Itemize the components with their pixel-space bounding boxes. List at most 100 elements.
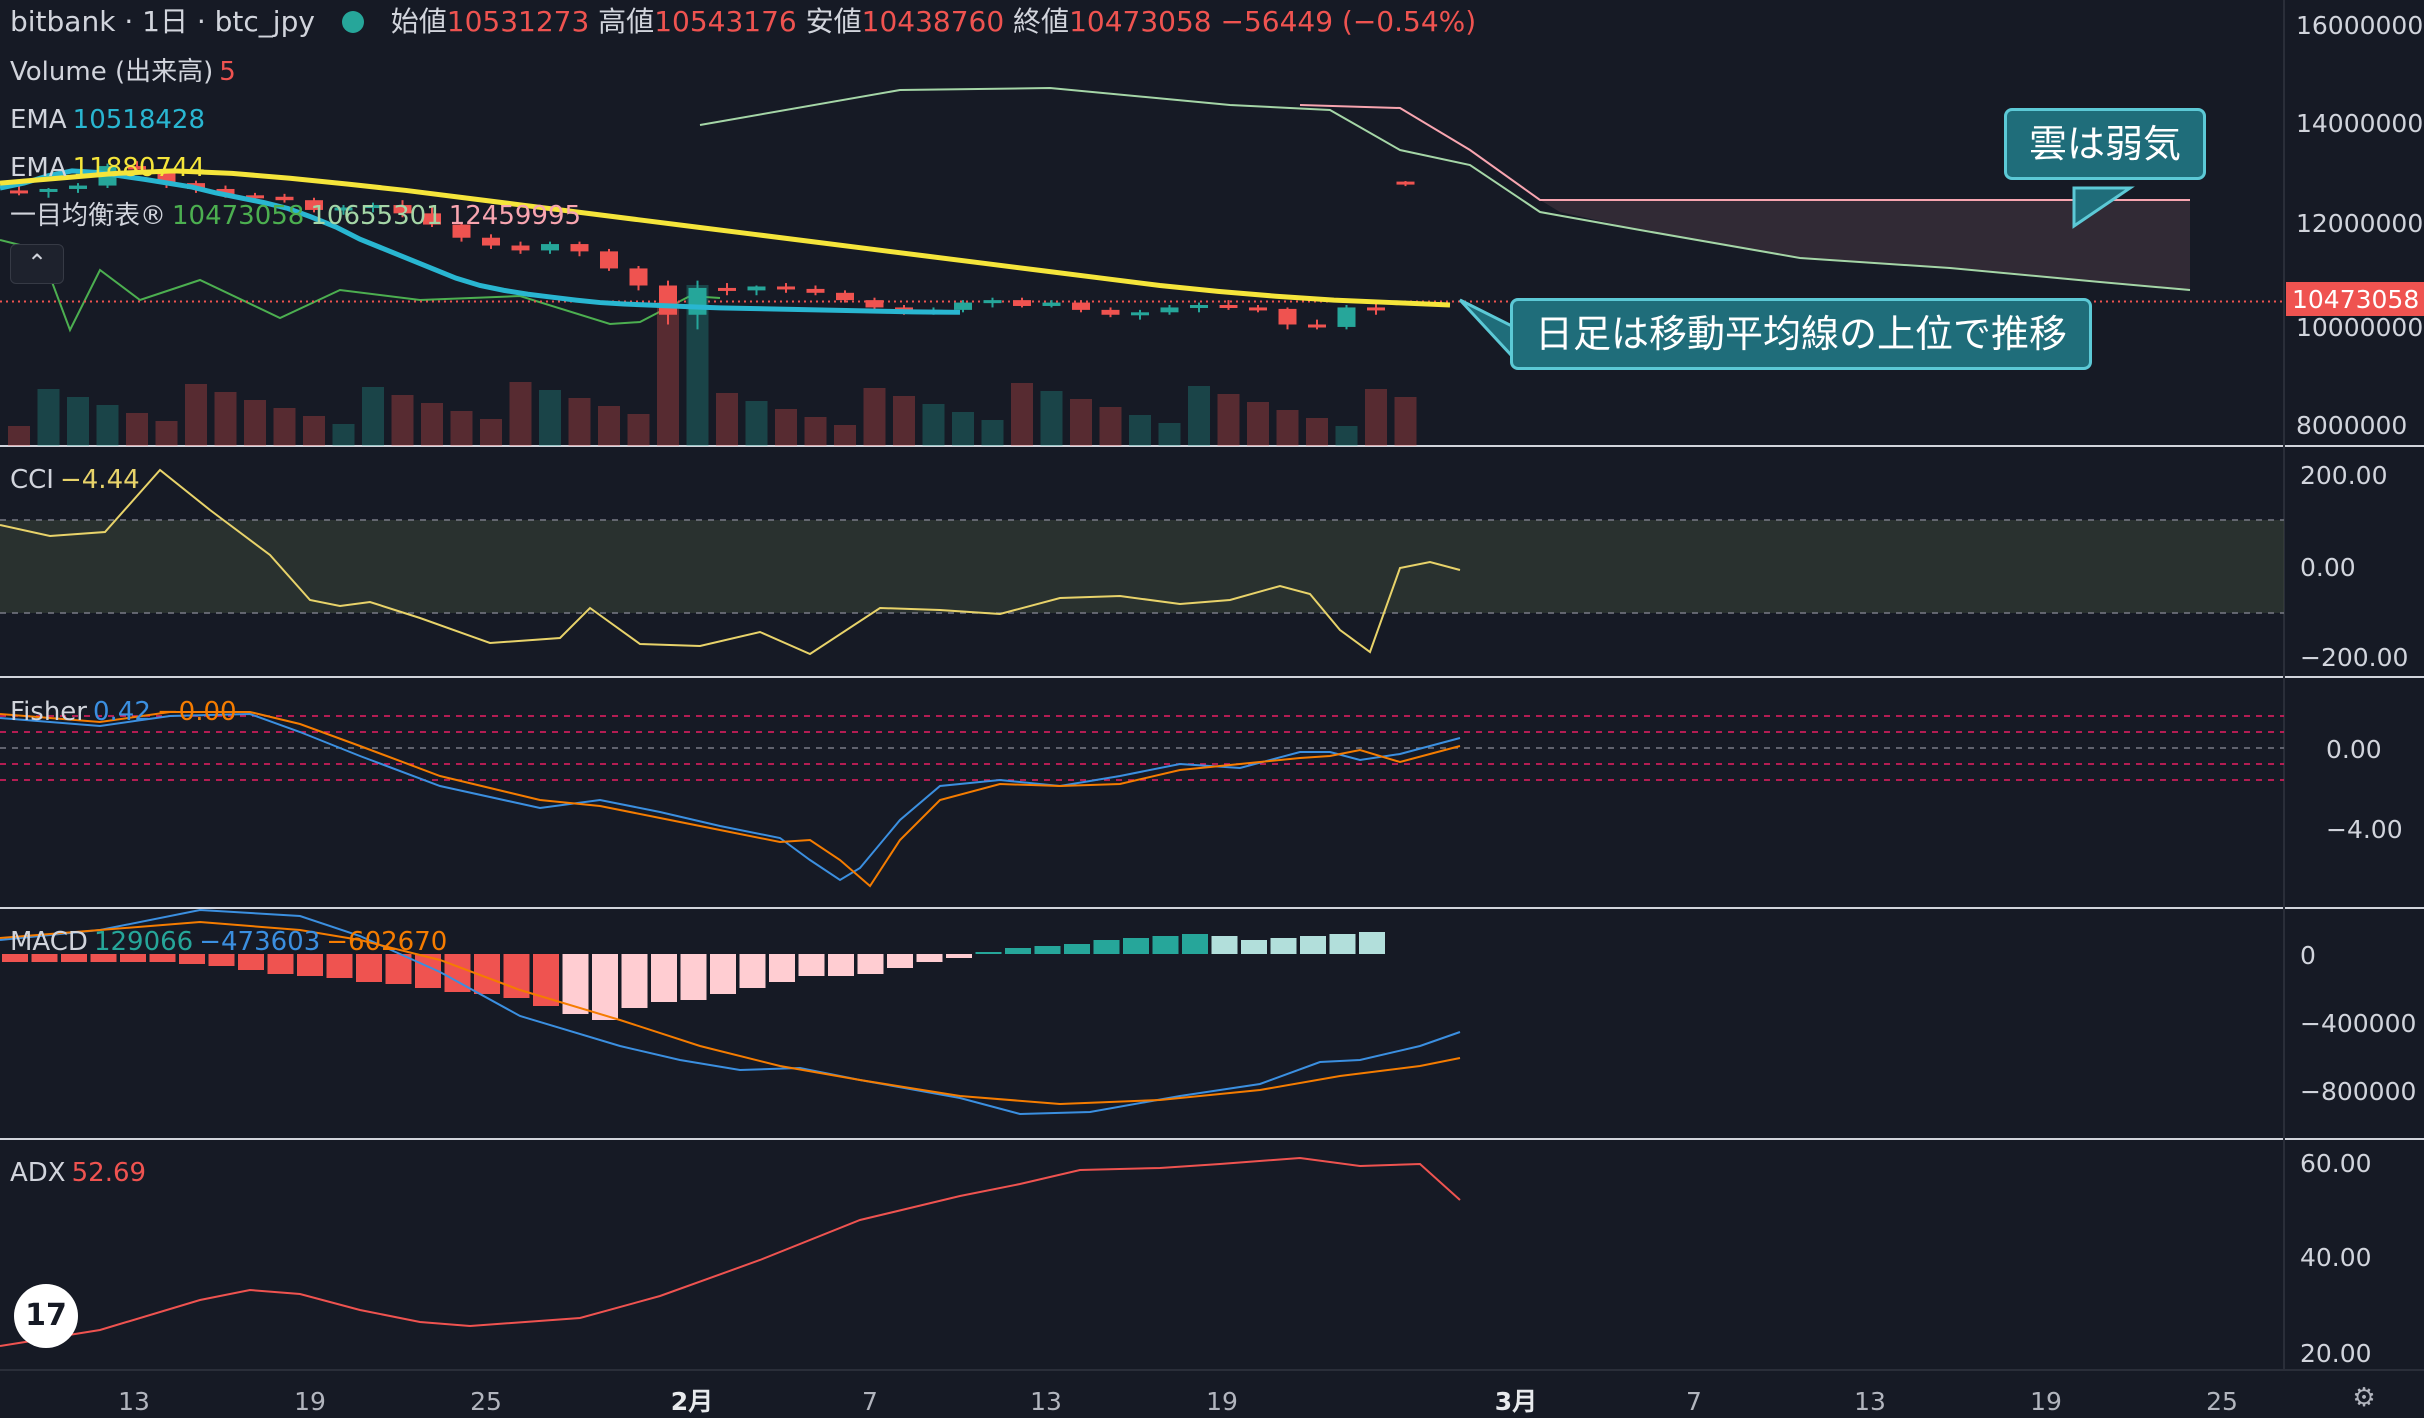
ema-slow-line [0, 168, 1451, 308]
candle-body [275, 196, 294, 201]
candle-body [1367, 307, 1385, 311]
gear-icon[interactable]: ⚙ [2352, 1383, 2376, 1413]
volume-bar [627, 414, 650, 446]
market-status-icon [341, 11, 364, 33]
macd-histogram-bar [1034, 946, 1061, 954]
cci-tick: 200.00 [2300, 461, 2387, 490]
volume-bar [745, 401, 768, 446]
volume-value: 5 [219, 57, 236, 87]
candle-body [747, 286, 766, 291]
fisher-v2: −0.00 [156, 697, 237, 727]
candle-body [1160, 307, 1179, 313]
volume-bar [716, 393, 738, 446]
cci-value: −4.44 [59, 465, 140, 495]
candle-body [1308, 324, 1326, 328]
candle-body [393, 205, 412, 214]
macd-histogram-bar [1329, 934, 1356, 954]
volume-bar [1394, 397, 1417, 446]
macd-histogram-bar [1093, 940, 1120, 954]
cci-line [0, 468, 1461, 656]
volume-legend[interactable]: Volume (出来高) 5 [10, 56, 242, 88]
macd-histogram-bar [592, 954, 618, 1020]
candle-body [511, 245, 530, 251]
macd-histogram-bar [1152, 936, 1179, 954]
volume-bar [450, 411, 473, 446]
candle-body [1013, 300, 1031, 306]
daily-callout: 日足は移動平均線の上位で推移 [1510, 298, 2093, 370]
macd-histogram-bar [651, 954, 677, 1002]
chikou-span [0, 239, 721, 333]
macd-histogram-bar [857, 954, 884, 974]
adx-legend[interactable]: ADX 52.69 [10, 1157, 152, 1189]
volume-bar [273, 408, 296, 446]
cci-tick: −200.00 [2300, 643, 2408, 672]
candle-body [777, 286, 795, 290]
macd-histogram-bar [710, 954, 736, 994]
candle-body [1042, 302, 1061, 306]
macd-v1: 129066 [93, 927, 194, 957]
volume-bar [893, 396, 915, 446]
ema1-legend[interactable]: EMA 10518428 [10, 104, 211, 136]
adx-tick: 20.00 [2300, 1339, 2372, 1368]
volume-bar [657, 302, 679, 446]
current-price-badge: 10473058 [2292, 285, 2419, 314]
ichimoku-legend[interactable]: 一目均衡表® 10473058 10655301 12459995 [10, 200, 587, 232]
macd-histogram-bar [769, 954, 795, 982]
macd-histogram-bar [975, 952, 1002, 954]
candle-body [983, 300, 1002, 304]
macd-histogram-bar [916, 954, 943, 962]
adx-tick: 40.00 [2300, 1243, 2372, 1272]
macd-histogram-bar [739, 954, 766, 988]
volume-bar [1099, 407, 1122, 446]
chart-header: bitbank · 1日 · btc_jpy 始値10531273 高値1054… [10, 4, 1476, 40]
macd-histogram-bar [1270, 938, 1297, 954]
ichimoku-cloud [1540, 200, 2190, 290]
cci-band [0, 520, 2284, 613]
candle-body [39, 188, 58, 192]
candle-body [364, 205, 382, 209]
ichimoku-span-a [699, 86, 2191, 291]
candle-body [334, 207, 353, 211]
time-tick: 7 [1686, 1387, 1702, 1416]
macd-v2: −473603 [199, 927, 321, 957]
volume-bar [8, 426, 30, 446]
volume-bar [568, 398, 591, 446]
open-value: 10531273 [446, 5, 590, 38]
price-tick: 14000000 [2296, 109, 2423, 138]
chevron-up-icon[interactable]: ⌃ [10, 244, 64, 284]
candle-body [1190, 305, 1208, 308]
adx-value: 52.69 [71, 1158, 147, 1188]
close-label: 終値 [1013, 5, 1070, 38]
adx-line [0, 1156, 1461, 1347]
candle-body [1278, 308, 1297, 325]
price-tick: 12000000 [2296, 209, 2423, 238]
volume-label: Volume (出来高) [10, 57, 214, 87]
fisher-label: Fisher [10, 697, 87, 727]
macd-histogram-bar [267, 954, 294, 974]
macd-histogram-bar [385, 954, 412, 984]
volume-bar [804, 417, 827, 446]
macd-histogram-bar [1123, 938, 1149, 954]
high-value: 10543176 [654, 5, 797, 38]
ichimoku-v1: 10473058 [172, 201, 305, 231]
macd-histogram-bar [1182, 934, 1208, 954]
symbol-title[interactable]: bitbank · 1日 · btc_jpy [10, 5, 315, 38]
ema2-legend[interactable]: EMA 11880744 [10, 152, 211, 184]
cci-legend[interactable]: CCI −4.44 [10, 464, 146, 496]
fisher-legend[interactable]: Fisher 0.42 −0.00 [10, 696, 243, 728]
candle-body [1131, 312, 1149, 316]
candle-body [216, 188, 235, 196]
volume-bar [1188, 386, 1210, 446]
time-tick: 2月 [671, 1387, 713, 1416]
tradingview-logo-icon[interactable]: 17 [14, 1284, 78, 1348]
low-label: 安値 [805, 5, 862, 38]
time-tick: 13 [1030, 1387, 1062, 1416]
time-tick: 7 [862, 1387, 878, 1416]
macd-legend[interactable]: MACD 129066 −473603 −602670 [10, 926, 453, 958]
macd-histogram-bar [90, 954, 117, 962]
candle-body [10, 190, 28, 194]
volume-bar [155, 421, 178, 446]
candle-body [69, 185, 87, 189]
price-tick: 8000000 [2296, 411, 2407, 440]
